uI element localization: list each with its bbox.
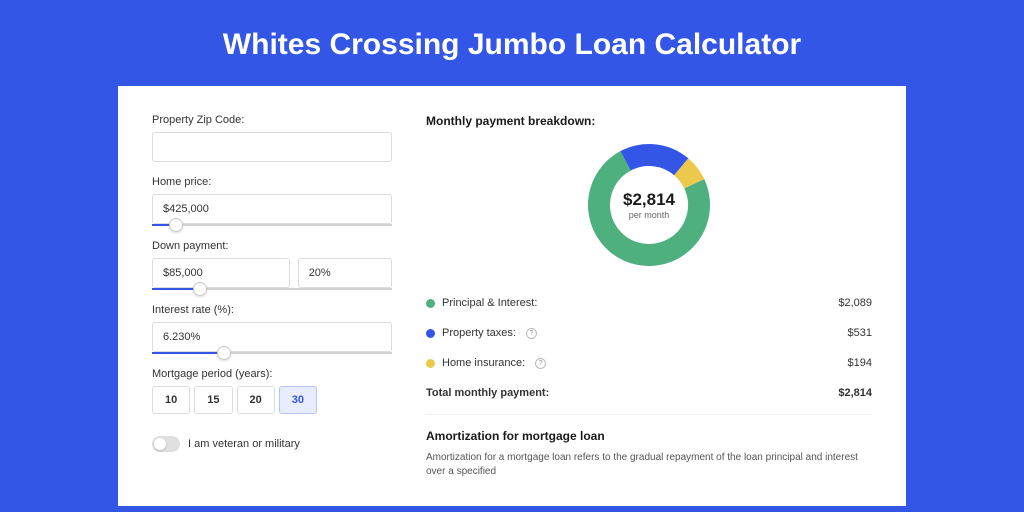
- legend-row: Home insurance:? $194: [426, 348, 872, 378]
- mortgage-period-field-group: Mortgage period (years): 10152030: [152, 368, 392, 414]
- calculator-card: Property Zip Code: Home price: Down paym…: [118, 86, 906, 506]
- down-payment-percent-input[interactable]: [298, 258, 392, 288]
- period-button-20[interactable]: 20: [237, 386, 275, 414]
- home-price-input[interactable]: [152, 194, 392, 224]
- legend-dot: [426, 299, 435, 308]
- legend-value: $531: [848, 327, 872, 339]
- legend-value: $2,089: [838, 297, 872, 309]
- period-button-30[interactable]: 30: [279, 386, 317, 414]
- donut-total-sub: per month: [629, 210, 670, 220]
- toggle-knob: [154, 438, 166, 450]
- down-payment-field-group: Down payment:: [152, 240, 392, 290]
- down-payment-slider[interactable]: [152, 288, 392, 290]
- total-value: $2,814: [838, 387, 872, 399]
- breakdown-title: Monthly payment breakdown:: [426, 114, 872, 128]
- period-button-10[interactable]: 10: [152, 386, 190, 414]
- info-icon[interactable]: ?: [535, 358, 546, 369]
- veteran-label: I am veteran or military: [188, 438, 300, 450]
- total-row: Total monthly payment: $2,814: [426, 378, 872, 408]
- page-title: Whites Crossing Jumbo Loan Calculator: [0, 0, 1024, 86]
- total-label: Total monthly payment:: [426, 387, 549, 399]
- interest-rate-slider[interactable]: [152, 352, 392, 354]
- legend-label: Property taxes:: [442, 327, 516, 339]
- period-button-15[interactable]: 15: [194, 386, 232, 414]
- zip-label: Property Zip Code:: [152, 114, 392, 126]
- section-divider: [426, 414, 872, 415]
- legend-value: $194: [848, 357, 872, 369]
- interest-rate-label: Interest rate (%):: [152, 304, 392, 316]
- home-price-slider-thumb[interactable]: [169, 218, 183, 232]
- legend-label: Home insurance:: [442, 357, 525, 369]
- home-price-field-group: Home price:: [152, 176, 392, 226]
- donut-chart: $2,814 per month: [584, 140, 714, 270]
- legend-row: Property taxes:? $531: [426, 318, 872, 348]
- home-price-slider[interactable]: [152, 224, 392, 226]
- legend-label: Principal & Interest:: [442, 297, 537, 309]
- donut-total-amount: $2,814: [623, 190, 675, 210]
- form-column: Property Zip Code: Home price: Down paym…: [152, 114, 392, 506]
- zip-field-group: Property Zip Code:: [152, 114, 392, 162]
- down-payment-label: Down payment:: [152, 240, 392, 252]
- home-price-label: Home price:: [152, 176, 392, 188]
- veteran-toggle-row: I am veteran or military: [152, 436, 392, 452]
- donut-chart-wrap: $2,814 per month: [426, 140, 872, 270]
- breakdown-column: Monthly payment breakdown: $2,814 per mo…: [426, 114, 872, 506]
- legend-row: Principal & Interest: $2,089: [426, 288, 872, 318]
- mortgage-period-label: Mortgage period (years):: [152, 368, 392, 380]
- amortization-text: Amortization for a mortgage loan refers …: [426, 451, 872, 479]
- veteran-toggle[interactable]: [152, 436, 180, 452]
- interest-rate-input[interactable]: [152, 322, 392, 352]
- interest-rate-slider-thumb[interactable]: [217, 346, 231, 360]
- amortization-title: Amortization for mortgage loan: [426, 429, 872, 443]
- legend-dot: [426, 359, 435, 368]
- legend-dot: [426, 329, 435, 338]
- zip-input[interactable]: [152, 132, 392, 162]
- interest-rate-field-group: Interest rate (%):: [152, 304, 392, 354]
- down-payment-amount-input[interactable]: [152, 258, 290, 288]
- down-payment-slider-thumb[interactable]: [193, 282, 207, 296]
- info-icon[interactable]: ?: [526, 328, 537, 339]
